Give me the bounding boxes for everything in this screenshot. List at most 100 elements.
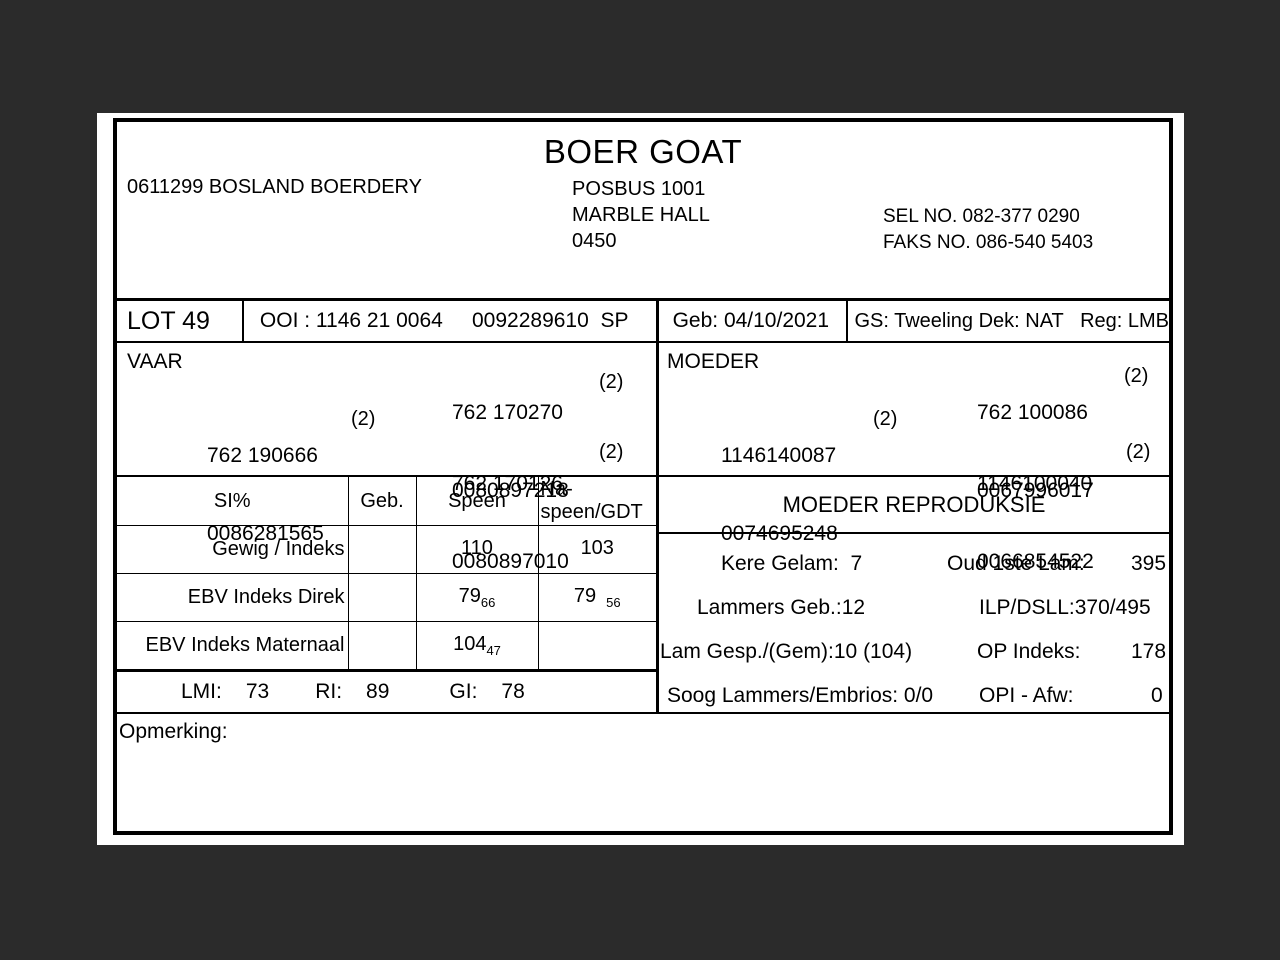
repro-body: Kere Gelam: 7 Oud 1ste Lam: 395 Lammers …: [659, 534, 1169, 712]
birth-date: Geb: 04/10/2021: [659, 301, 849, 341]
fax-number: FAKS NO. 086-540 5403: [883, 232, 1094, 253]
si-ebv-direk-speen-accuracy: 66: [480, 595, 496, 610]
si-gewig-geb: [347, 525, 417, 574]
repro-op-indeks-label: OP Indeks:: [977, 640, 1081, 663]
si-table: SI% Geb. Speen Na- speen/GDT Gewig / Ind…: [117, 477, 656, 670]
sire-sire-number-line-2: 0080897218: [452, 479, 569, 502]
si-ebv-mat-speen-value: 104: [453, 633, 487, 655]
si-gewig-speen-value: 110: [461, 537, 493, 559]
gi-value: 78: [501, 680, 525, 703]
si-ebv-mat-naspeen: [537, 621, 656, 670]
dam-label: MOEDER: [667, 350, 760, 373]
address-line-1: POSBUS 1001: [572, 178, 706, 200]
si-ebv-direk-naspeen-accuracy: 56: [606, 595, 621, 610]
repro-opi-afw-label: OPI - Afw:: [979, 684, 1074, 707]
si-header-geb: Geb.: [347, 477, 417, 526]
si-ebv-direk-naspeen-value: 79: [573, 585, 597, 607]
repro-soog-lammers: Soog Lammers/Embrios: 0/0: [667, 684, 934, 707]
si-gewig-naspeen-value: 103: [580, 537, 614, 559]
sire-sire-number-line-1: 762 170270: [452, 401, 563, 424]
repro-oud-1ste-lam-label: Oud 1ste Lam:: [947, 552, 1085, 575]
repro-kere-gelam: Kere Gelam: 7: [721, 552, 863, 575]
dam-dam-progeny-count: (2): [1126, 441, 1151, 463]
pedigree-row: VAAR 762 190666 0086281565 (2) 762 17027…: [117, 341, 1169, 573]
si-ebv-direk-naspeen: 79 56: [537, 573, 656, 622]
dam-sire-number-line-1: 762 100086: [977, 401, 1088, 424]
sire-progeny-count: (2): [351, 408, 376, 430]
dam-progeny-count: (2): [873, 408, 898, 430]
repro-oud-1ste-lam-value: 395: [1131, 552, 1167, 575]
remarks-label: Opmerking:: [119, 720, 228, 743]
breeder-address: POSBUS 1001 MARBLE HALL 0450: [572, 176, 710, 254]
pedigree-card: BOER GOAT 0611299 BOSLAND BOERDERY POSBU…: [113, 118, 1173, 835]
sire-label: VAAR: [127, 350, 183, 373]
dam-number-line-2: 0074695248: [721, 522, 838, 545]
gi-label: GI:: [449, 680, 478, 703]
si-header-naspeen-line-2: speen/GDT: [540, 501, 643, 523]
si-ebv-direk-geb: [347, 573, 417, 622]
si-ebv-mat-geb: [347, 621, 417, 670]
si-ebv-mat-speen-accuracy: 47: [486, 643, 501, 658]
si-row-label-gewig-indeks: Gewig / Indeks: [117, 525, 349, 574]
animal-ooi-number: OOI : 1146 21 0064 0092289610 SP: [244, 301, 659, 341]
repro-op-indeks-value: 178: [1131, 640, 1167, 663]
table-row: EBV Indeks Direk 7966 79 56: [117, 573, 656, 622]
dam-number: 1146140087 0074695248: [721, 391, 838, 599]
sire-dam-number: 762 170126 0080897010: [452, 419, 569, 627]
sire-pedigree-block: VAAR 762 190666 0086281565 (2) 762 17027…: [117, 343, 659, 573]
sire-dam-number-line-1: 762 170126: [452, 472, 563, 495]
si-header-naspeen-line-1: Na-: [540, 478, 573, 500]
dam-number-line-1: 1146140087: [721, 444, 837, 467]
sire-number: 762 190666 0086281565: [207, 391, 324, 599]
repro-lammers-geb: Lammers Geb.:12: [697, 596, 866, 619]
ri-label: RI:: [315, 680, 343, 703]
table-row: EBV Indeks Maternaal 10447: [117, 621, 656, 670]
breeder-contact: SEL NO. 082-377 0290 FAKS NO. 086-540 54…: [883, 204, 1093, 256]
address-line-2: MARBLE HALL: [572, 204, 710, 226]
repro-lam-gesp: Lam Gesp./(Gem):10 (104): [660, 640, 913, 663]
sire-dam-number-line-2: 0080897010: [452, 550, 569, 573]
composite-index-row: LMI: 73 RI: 89 GI: 78: [117, 670, 656, 712]
card-header: BOER GOAT 0611299 BOSLAND BOERDERY POSBU…: [117, 122, 1169, 298]
performance-and-repro-row: SI% Geb. Speen Na- speen/GDT Gewig / Ind…: [117, 475, 1169, 712]
lot-number: LOT 49: [117, 301, 244, 341]
paper-sheet: BOER GOAT 0611299 BOSLAND BOERDERY POSBU…: [97, 113, 1184, 845]
sire-sire-number: 762 170270 0080897218: [452, 348, 569, 556]
phone-number: SEL NO. 082-377 0290: [883, 206, 1080, 227]
dam-pedigree-block: MOEDER 1146140087 0074695248 (2) 762 100…: [659, 343, 1169, 573]
si-gewig-speen: 110: [415, 525, 539, 574]
page-title: BOER GOAT: [543, 133, 743, 170]
sire-number-line-2: 0086281565: [207, 522, 324, 545]
si-table-header-row: SI% Geb. Speen Na- speen/GDT: [117, 477, 656, 526]
breeder-code-and-name: 0611299 BOSLAND BOERDERY: [127, 176, 422, 198]
dam-dam-number: 1146100040 0066854522: [977, 419, 1094, 627]
dam-dam-number-line-2: 0066854522: [977, 550, 1094, 573]
si-ebv-mat-speen: 10447: [415, 621, 539, 670]
si-row-label-ebv-direk: EBV Indeks Direk: [117, 573, 349, 622]
remarks-section: Opmerking:: [117, 712, 1169, 831]
repro-opi-afw-value: 0: [1151, 684, 1163, 707]
sire-number-line-1: 762 190666: [207, 444, 318, 467]
si-gewig-naspeen: 103: [537, 525, 656, 574]
sire-sire-progeny-count: (2): [599, 371, 624, 393]
si-ebv-direk-speen-value: 79: [458, 585, 481, 607]
lmi-value: 73: [245, 680, 270, 703]
address-line-3: 0450: [572, 230, 617, 252]
repro-heading: MOEDER REPRODUKSIE: [659, 477, 1169, 534]
si-table-block: SI% Geb. Speen Na- speen/GDT Gewig / Ind…: [117, 477, 659, 712]
lot-identification-row: LOT 49 OOI : 1146 21 0064 0092289610 SP …: [117, 298, 1169, 341]
dam-dam-number-line-1: 1146100040: [977, 472, 1093, 495]
sire-dam-progeny-count: (2): [599, 441, 624, 463]
dam-sire-number: 762 100086 0067996017: [977, 348, 1094, 556]
lmi-label: LMI:: [181, 680, 222, 703]
table-row: Gewig / Indeks 110 103: [117, 525, 656, 574]
gs-dek-reg: GS: Tweeling Dek: NAT Reg: LMB: [854, 309, 1170, 332]
dam-sire-progeny-count: (2): [1124, 365, 1149, 387]
si-ebv-direk-speen: 7966: [415, 573, 539, 622]
repro-block: MOEDER REPRODUKSIE Kere Gelam: 7 Oud 1st…: [659, 477, 1169, 712]
repro-ilp-dsll: ILP/DSLL:370/495: [979, 596, 1151, 619]
si-row-label-ebv-maternaal: EBV Indeks Maternaal: [117, 621, 349, 670]
ri-value: 89: [366, 680, 390, 703]
dam-sire-number-line-2: 0067996017: [977, 479, 1094, 502]
si-header-naspeen: Na- speen/GDT: [537, 477, 656, 526]
